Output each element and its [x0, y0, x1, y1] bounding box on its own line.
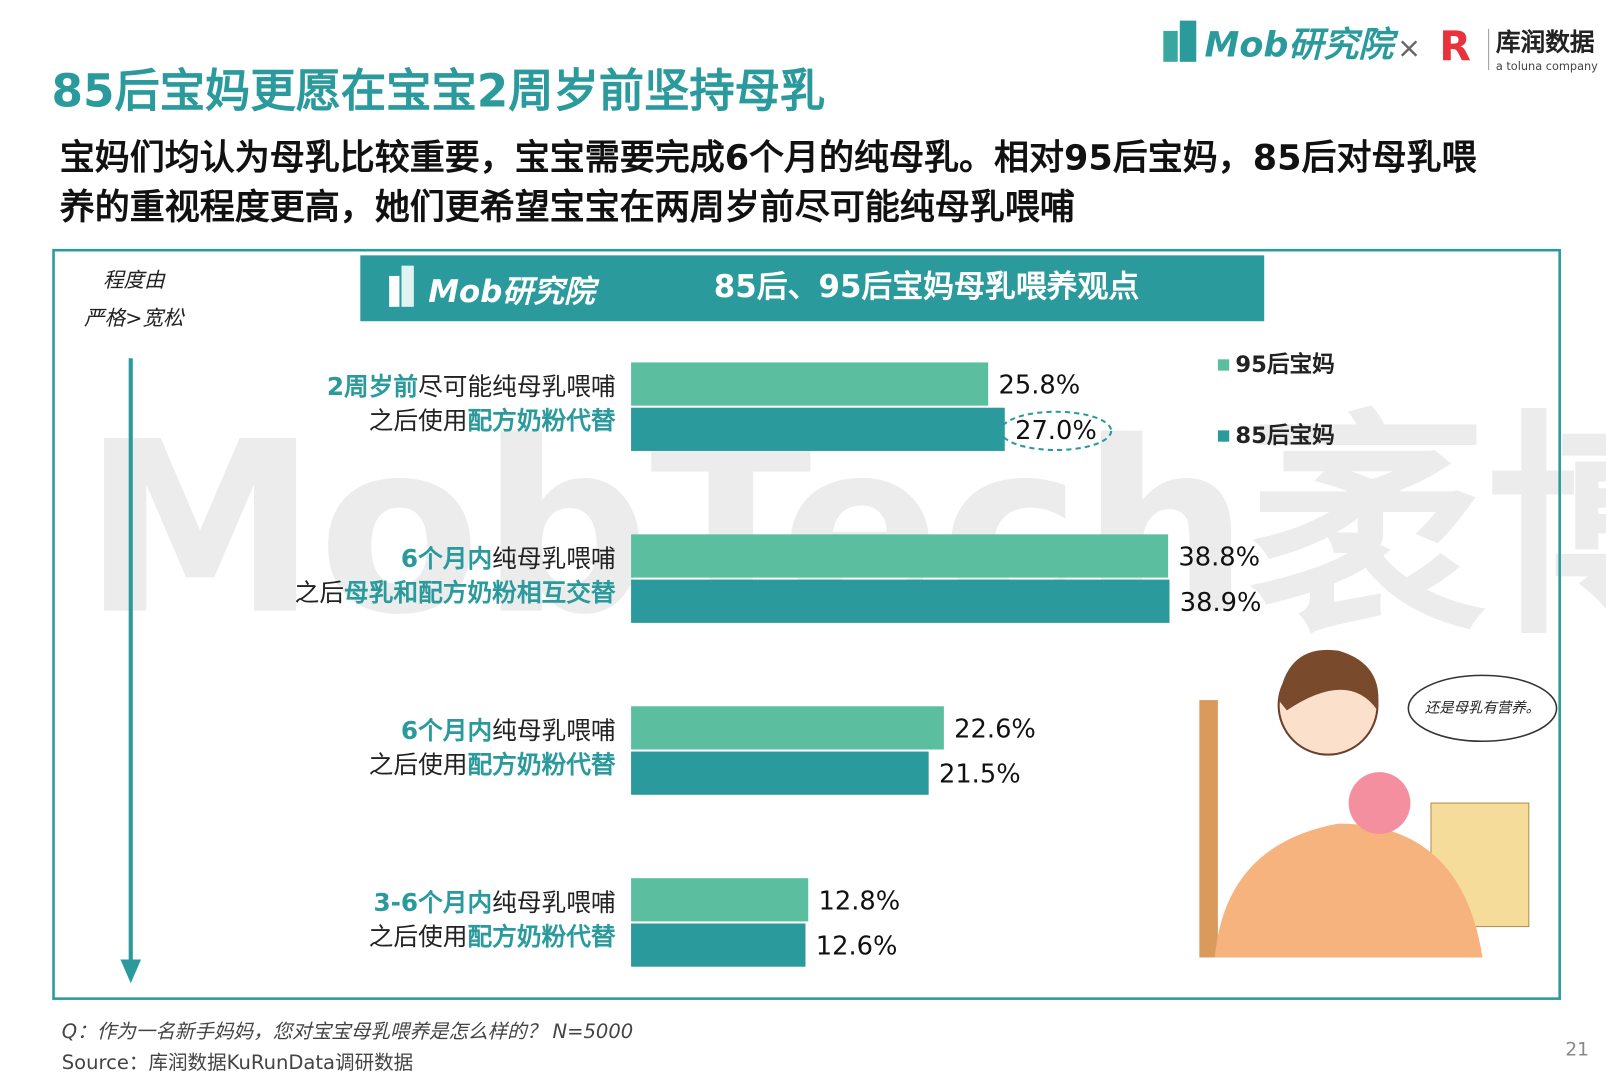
value-label: 27.0% [1015, 416, 1097, 446]
category-label: 3-6个月内纯母乳喂哺 [374, 888, 616, 917]
bar [631, 923, 806, 967]
category-label-part: 3-6个月内 [374, 888, 493, 917]
footnote-source: Source：库润数据KuRunData调研数据 [62, 1051, 413, 1074]
axis-note: 程度由 [103, 268, 166, 292]
panel-border [52, 248, 1561, 1000]
baby [1348, 772, 1411, 834]
axis-note: 严格>宽松 [84, 306, 185, 330]
category-label-part: 之后使用 [369, 750, 468, 779]
bar [631, 706, 944, 750]
category-label-part: 纯母乳喂哺 [492, 716, 615, 745]
axis-arrowhead [120, 959, 142, 984]
logo-kurun-sub: a toluna company [1496, 59, 1598, 73]
category-label: 6个月内纯母乳喂哺 [401, 716, 616, 745]
bar [631, 534, 1169, 578]
subtitle-line: 养的重视程度更高，她们更希望宝宝在两周岁前尽可能纯母乳喂哺 [60, 188, 1075, 228]
legend-label: 85后宝妈 [1235, 422, 1334, 449]
mother-hair [1278, 649, 1379, 711]
value-label: 25.8% [998, 371, 1080, 401]
category-label-part: 2周岁前 [327, 372, 418, 401]
category-label: 6个月内纯母乳喂哺 [401, 544, 616, 573]
category-label-part: 之后使用 [369, 922, 468, 951]
bar [631, 579, 1170, 623]
speech-bubble [1407, 674, 1558, 743]
bar [631, 878, 809, 922]
value-label: 12.6% [816, 932, 898, 962]
category-label: 2周岁前尽可能纯母乳喂哺 [327, 372, 616, 401]
brand-icon [389, 275, 400, 307]
panel-header [360, 255, 1265, 322]
logos: Mob研究院 × R 库润数据 a toluna company [1163, 20, 1598, 73]
logo-kurun: 库润数据 [1496, 27, 1595, 56]
panel-brand: Mob研究院 [428, 274, 600, 310]
logo-separator: × [1397, 30, 1421, 64]
category-label-part: 配方奶粉代替 [467, 750, 615, 779]
category-label-part: 配方奶粉代替 [467, 922, 615, 951]
page-number: 21 [1565, 1040, 1589, 1061]
category-label-part: 6个月内 [401, 544, 492, 573]
value-label: 22.6% [954, 714, 1036, 744]
legend-swatch [1217, 430, 1230, 442]
value-label: 21.5% [939, 760, 1021, 790]
value-label: 38.8% [1178, 543, 1260, 573]
legend-swatch [1217, 359, 1230, 371]
footnote-question: Q：作为一名新手妈妈，您对宝宝母乳喂养是怎么样的？ N=5000 [62, 1020, 633, 1043]
logo-mob: Mob研究院 [1205, 25, 1400, 65]
category-label: 之后使用配方奶粉代替 [369, 750, 616, 779]
logo-icon [1163, 30, 1178, 62]
brand-icon [401, 265, 414, 307]
bed-post [1199, 700, 1218, 958]
illustration: 还是母乳有营养。 [1199, 649, 1558, 958]
category-label-part: 纯母乳喂哺 [492, 544, 615, 573]
value-label: 12.8% [819, 886, 901, 916]
category-label-part: 之后使用 [369, 406, 468, 435]
bar [631, 362, 989, 406]
category-label: 之后使用配方奶粉代替 [369, 922, 616, 951]
category-label-part: 尽可能纯母乳喂哺 [418, 372, 616, 401]
legend-label: 95后宝妈 [1235, 351, 1334, 378]
category-label-part: 纯母乳喂哺 [492, 888, 615, 917]
chart-title: 85后、95后宝妈母乳喂养观点 [714, 269, 1140, 305]
speech-text: 还是母乳有营养。 [1425, 699, 1540, 716]
category-label: 之后母乳和配方奶粉相互交替 [295, 578, 616, 607]
blanket [1214, 823, 1483, 958]
category-label: 之后使用配方奶粉代替 [369, 406, 616, 435]
bar [631, 751, 929, 795]
subtitle-line: 宝妈们均认为母乳比较重要，宝宝需要完成6个月的纯母乳。相对95后宝妈，85后对母… [60, 138, 1478, 179]
logo-icon [1179, 20, 1197, 62]
category-label-part: 之后 [295, 578, 344, 607]
bar [631, 407, 1005, 451]
category-label-part: 配方奶粉代替 [467, 406, 615, 435]
category-label-part: 母乳和配方奶粉相互交替 [344, 578, 616, 607]
page-title: 85后宝妈更愿在宝宝2周岁前坚持母乳 [51, 65, 825, 118]
logo-r: R [1439, 22, 1471, 70]
value-label: 38.9% [1180, 588, 1262, 618]
category-label-part: 6个月内 [401, 716, 492, 745]
